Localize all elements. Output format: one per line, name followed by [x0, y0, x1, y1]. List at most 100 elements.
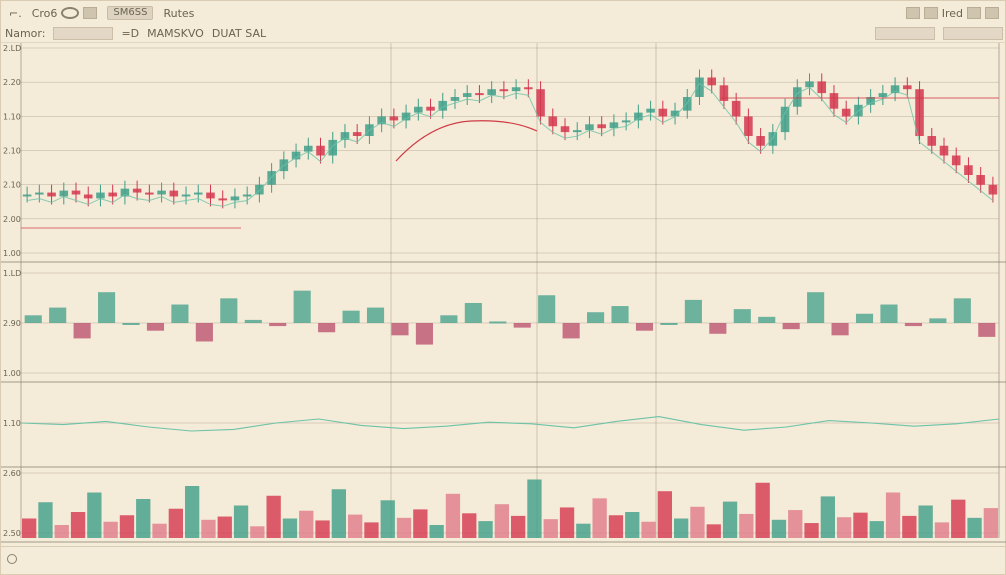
price-candle [328, 139, 338, 156]
price-candle [670, 110, 680, 117]
oscillator-bar [855, 313, 874, 323]
subbar-tag-3[interactable]: DUAT SAL [211, 27, 267, 40]
y-tick-label: 2.90 [3, 319, 21, 328]
oscillator-bar [49, 307, 67, 323]
volume-bar [820, 496, 835, 538]
oscillator-bar [978, 323, 996, 337]
volume-bar [266, 495, 281, 538]
volume-bar [674, 518, 689, 538]
oscillator-bar [538, 295, 556, 323]
top-toolbar: ⌐. Cro6 SM6SS Rutes Ired [1, 1, 1006, 25]
volume-bar [511, 515, 526, 538]
window-close-icon[interactable] [985, 7, 999, 19]
volume-bar [951, 499, 966, 538]
toolbar-item-3-label: Rutes [163, 6, 195, 20]
volume-bar [462, 513, 477, 538]
subbar-tag-1[interactable]: =D [121, 27, 140, 40]
price-candle [536, 89, 545, 117]
price-candle [768, 132, 778, 146]
volume-bar [315, 520, 330, 538]
oscillator-bar [464, 302, 482, 323]
toolbar-item-1-label: Cro6 [31, 6, 58, 20]
price-candle [597, 124, 606, 129]
y-tick-label: 1.10 [3, 112, 21, 121]
bottom-status-bar [1, 546, 1006, 570]
volume-bar [282, 518, 298, 538]
volume-bar [250, 526, 265, 538]
price-candle [976, 175, 985, 185]
y-tick-label: 2.00 [3, 215, 21, 224]
volume-bar [413, 509, 428, 538]
interval-field[interactable] [943, 27, 1003, 40]
volume-bar [559, 507, 575, 538]
toolbar-item-1[interactable]: Cro6 [32, 7, 98, 20]
price-candle [291, 151, 301, 160]
price-candle [682, 97, 692, 111]
toolbar-item-2[interactable]: SM6SS [107, 6, 154, 20]
chart-area[interactable]: 2.LD 2.20 1.10 2.10 2.10 2.00 1.00 1.LD 2.90 1.00… [1, 43, 1006, 543]
subbar-tag-2[interactable]: MAMSKVO [147, 27, 204, 40]
volume-bar [185, 486, 200, 538]
oscillator-bar [98, 292, 116, 323]
indicator-icon[interactable] [923, 7, 938, 19]
volume-bar [625, 512, 640, 538]
price-candle [964, 165, 973, 175]
price-candle [230, 196, 240, 201]
oscillator-bar [146, 323, 165, 331]
price-candle [132, 188, 142, 193]
price-candle [71, 190, 81, 195]
volume-bar [494, 504, 509, 538]
volume-bar [706, 524, 721, 538]
oscillator-bar [782, 323, 800, 330]
symbol-label: Namor: [5, 27, 46, 40]
volume-bar [478, 521, 493, 538]
price-candle [47, 192, 56, 197]
chart-canvas[interactable]: 2.LD 2.20 1.10 2.10 2.10 2.00 1.00 1.LD 2.90 1.00… [1, 43, 1006, 543]
volume-bar [380, 500, 395, 538]
volume-bar [119, 515, 135, 538]
oscillator-bar [831, 323, 849, 336]
price-candle [22, 194, 32, 197]
oscillator-bar [635, 323, 654, 331]
toolbar-item-3[interactable]: Rutes [163, 7, 194, 20]
volume-bar [364, 522, 379, 538]
price-candle [560, 126, 570, 133]
price-candle [35, 192, 44, 195]
oscillator-bar [391, 323, 409, 336]
link-icon [61, 7, 80, 19]
volume-bar [201, 519, 216, 538]
price-candle [511, 87, 521, 92]
volume-bar [152, 523, 167, 538]
oscillator-bar [709, 323, 727, 334]
volume-bar [722, 501, 738, 538]
price-candle [414, 106, 423, 113]
price-candle [255, 184, 264, 195]
y-tick-label: 2.60 [3, 469, 21, 478]
price-candle [96, 192, 105, 199]
oscillator-bar [562, 323, 580, 339]
toolbar-right-label[interactable]: Ired [941, 6, 963, 20]
settings-icon[interactable] [905, 7, 920, 19]
secondary-toolbar: Namor: =D MAMSKVO DUAT SAL [1, 25, 1006, 43]
volume-bar [983, 508, 998, 538]
price-candle [193, 192, 203, 195]
volume-bar [136, 499, 151, 538]
price-candle [426, 106, 435, 111]
menu-icon[interactable]: ⌐. [9, 6, 22, 20]
price-candle [658, 108, 668, 117]
volume-bar [739, 513, 754, 538]
volume-bar [233, 505, 249, 538]
price-candle [756, 136, 765, 146]
window-minimize-icon[interactable] [967, 7, 981, 19]
y-tick-label: 1.00 [3, 249, 21, 258]
price-candle [352, 132, 362, 136]
volume-bar [641, 521, 656, 538]
price-candle [903, 85, 912, 90]
volume-bar [804, 523, 819, 538]
price-candle [609, 122, 619, 129]
oscillator-bar [244, 319, 262, 323]
price-candle [340, 132, 350, 140]
y-tick-label: 2.10 [3, 181, 21, 190]
range-field[interactable] [875, 27, 935, 40]
symbol-input[interactable] [53, 27, 114, 40]
